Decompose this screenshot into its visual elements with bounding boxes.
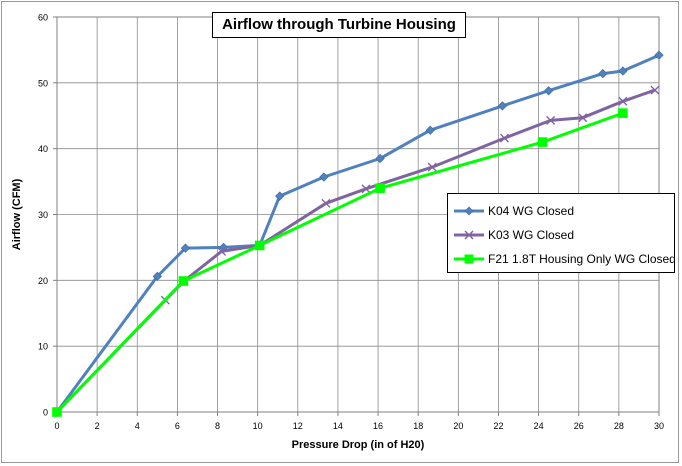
data-point bbox=[546, 115, 556, 125]
data-point bbox=[180, 243, 191, 253]
y-tick-label: 10 bbox=[38, 342, 48, 352]
legend: K04 WG Closed K03 WG Closed F21 1.8T Hou… bbox=[447, 193, 676, 273]
x-tick-label: 10 bbox=[253, 421, 263, 431]
y-tick-label: 60 bbox=[38, 13, 48, 23]
data-point bbox=[217, 246, 227, 256]
data-series bbox=[52, 50, 664, 417]
legend-swatch-f21 bbox=[454, 254, 484, 264]
x-tick-label: 4 bbox=[135, 421, 140, 431]
data-point bbox=[254, 240, 265, 251]
data-point bbox=[654, 50, 664, 60]
chart-title: Airflow through Turbine Housing bbox=[212, 12, 466, 38]
series-line bbox=[55, 111, 624, 414]
data-point bbox=[375, 153, 385, 164]
data-point bbox=[578, 113, 588, 123]
x-tick-label: 0 bbox=[54, 421, 59, 431]
data-point bbox=[618, 96, 628, 106]
data-point bbox=[618, 66, 628, 76]
x-tick-label: 26 bbox=[574, 421, 584, 431]
legend-swatch-k04 bbox=[454, 206, 484, 216]
data-point bbox=[178, 276, 189, 286]
data-point bbox=[319, 172, 329, 182]
legend-label-k04: K04 WG Closed bbox=[488, 204, 575, 218]
data-point bbox=[425, 125, 435, 135]
legend-item-k03: K03 WG Closed bbox=[454, 226, 574, 244]
data-point bbox=[275, 191, 285, 201]
data-point bbox=[375, 183, 385, 193]
x-tick-label: 24 bbox=[534, 421, 544, 431]
x-tick-label: 22 bbox=[493, 421, 503, 431]
legend-label-f21: F21 1.8T Housing Only WG Closed bbox=[488, 252, 676, 266]
x-tick-label: 6 bbox=[175, 421, 180, 431]
series-2 bbox=[52, 108, 628, 417]
x-tick-label: 20 bbox=[453, 421, 463, 431]
data-point bbox=[361, 184, 371, 194]
x-tick-label: 28 bbox=[614, 421, 624, 431]
y-tick-label: 50 bbox=[38, 78, 48, 88]
data-point bbox=[544, 86, 554, 96]
y-tick-label: 0 bbox=[43, 408, 48, 418]
x-tick-label: 14 bbox=[333, 421, 343, 431]
y-axis-label: Airflow (CFM) bbox=[11, 178, 23, 250]
y-tick-label: 30 bbox=[38, 210, 48, 220]
data-point bbox=[497, 101, 508, 111]
data-point bbox=[427, 162, 437, 172]
x-tick-label: 30 bbox=[654, 421, 664, 431]
series-line bbox=[55, 53, 660, 413]
y-tick-label: 40 bbox=[38, 144, 48, 154]
x-tick-label: 8 bbox=[215, 421, 220, 431]
x-tick-label: 18 bbox=[413, 421, 423, 431]
data-point bbox=[537, 137, 548, 147]
data-point bbox=[618, 108, 628, 118]
data-point bbox=[52, 407, 62, 417]
legend-item-k04: K04 WG Closed bbox=[454, 202, 574, 220]
data-point bbox=[650, 85, 660, 95]
data-point bbox=[321, 198, 331, 208]
x-tick-label: 12 bbox=[293, 421, 303, 431]
x-tick-label: 2 bbox=[95, 421, 100, 431]
legend-label-k03: K03 WG Closed bbox=[488, 228, 575, 242]
legend-swatch-k03 bbox=[454, 230, 484, 240]
x-tick-label: 16 bbox=[373, 421, 383, 431]
data-point bbox=[152, 271, 162, 282]
legend-item-f21: F21 1.8T Housing Only WG Closed bbox=[454, 250, 676, 268]
data-point bbox=[598, 68, 608, 79]
y-tick-label: 20 bbox=[38, 276, 48, 286]
x-axis-label: Pressure Drop (in of H20) bbox=[292, 439, 425, 451]
data-point bbox=[499, 133, 509, 143]
